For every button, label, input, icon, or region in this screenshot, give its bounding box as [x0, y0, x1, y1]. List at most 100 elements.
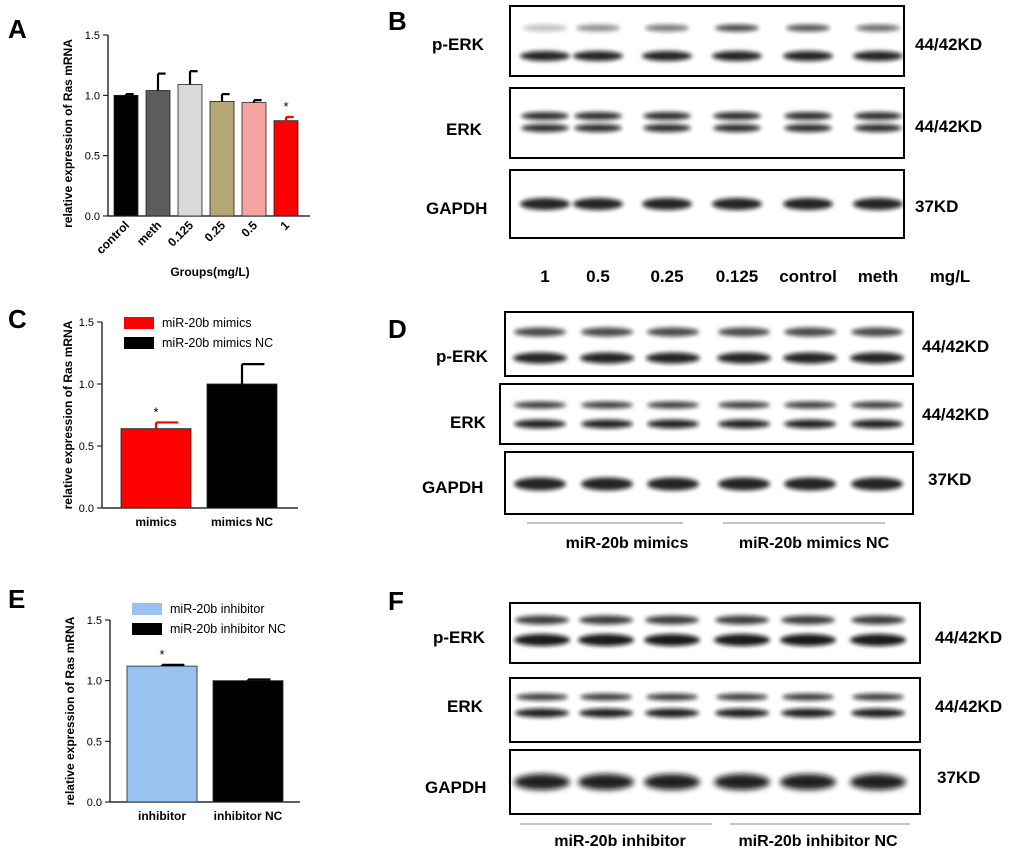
legend-label: miR-20b inhibitor	[170, 602, 264, 616]
y-tick-label: 0.0	[85, 211, 100, 223]
legend-label: miR-20b inhibitor NC	[170, 622, 286, 636]
bar-chart-e: 0.0 0.5 1.0 1.5 relative expression of Ras m…	[63, 602, 300, 823]
gapdh-band	[514, 774, 570, 790]
y-tick-label: 1.0	[79, 379, 94, 391]
y-axis-label: relative expression of Ras mRNA	[61, 39, 75, 228]
western-blot-d: p-ERK ERK GAPDH 44/42KD 44/42KD 37KD miR…	[422, 311, 989, 552]
blot-f-row-label-gapdh: GAPDH	[425, 778, 486, 797]
panel-label-e: E	[8, 584, 25, 614]
y-tick-label: 1.5	[87, 615, 102, 627]
bar	[177, 84, 203, 217]
blot-f-size-perk: 44/42KD	[935, 628, 1002, 647]
y-tick-label: 0.5	[87, 736, 102, 748]
gapdh-band	[581, 477, 633, 491]
perk-upper-band	[781, 615, 835, 625]
blot-d-membrane-erk	[499, 383, 914, 445]
erk-lower-band	[851, 419, 903, 429]
unit-label: mg/L	[930, 267, 971, 286]
blot-d-membrane-gapdh	[504, 451, 914, 515]
blot-d-size-perk: 44/42KD	[922, 337, 989, 356]
blot-b-membrane-perk	[509, 5, 905, 77]
perk-lower-band	[642, 51, 692, 61]
perk-lower-band	[514, 634, 570, 646]
perk-lower-band	[644, 634, 700, 646]
blot-d-row-label-perk: p-ERK	[436, 347, 489, 366]
bar	[206, 383, 278, 509]
lane-label: 0.125	[716, 267, 759, 286]
blot-f-group-inhibitor-nc: miR-20b inhibitor NC	[738, 833, 898, 850]
erk-upper-band	[718, 401, 770, 409]
legend-swatch	[132, 603, 162, 615]
y-tick-label: 0.0	[79, 503, 94, 515]
perk-lower-band	[850, 352, 904, 364]
perk-lower-band	[780, 634, 836, 646]
blot-b-row-label-gapdh: GAPDH	[426, 199, 487, 218]
panel-label-d: D	[388, 314, 407, 344]
lane-label: 0.25	[650, 267, 683, 286]
x-tick-label: mimics	[135, 515, 177, 529]
blot-f-size-gapdh: 37KD	[937, 768, 980, 787]
legend-swatch	[132, 623, 162, 635]
erk-upper-band	[713, 112, 761, 120]
bar	[273, 120, 299, 217]
perk-lower-band	[573, 51, 623, 61]
erk-upper-band	[646, 693, 698, 701]
perk-lower-band	[850, 634, 906, 646]
blot-b-row-label-perk: p-ERK	[432, 35, 485, 54]
legend-swatch	[124, 337, 154, 349]
erk-lower-band	[645, 708, 699, 718]
perk-upper-band	[856, 24, 900, 32]
blot-d-membrane-perk	[504, 311, 914, 377]
y-axis-label: relative expression of Ras mRNA	[61, 320, 75, 509]
erk-upper-band	[574, 112, 622, 120]
erk-lower-band	[718, 419, 770, 429]
erk-upper-band	[514, 401, 566, 409]
erk-upper-band	[647, 401, 699, 409]
x-tick-label: 0.125	[165, 218, 196, 249]
erk-upper-band	[581, 401, 633, 409]
bar	[120, 428, 192, 509]
erk-upper-band	[580, 693, 632, 701]
perk-lower-band	[783, 352, 837, 364]
erk-lower-band	[781, 708, 835, 718]
erk-lower-band	[784, 124, 832, 132]
perk-lower-band	[578, 634, 634, 646]
perk-lower-band	[520, 51, 570, 61]
blot-f-membrane-erk	[509, 677, 921, 743]
bar	[126, 665, 198, 803]
erk-upper-band	[784, 401, 836, 409]
perk-upper-band	[718, 327, 770, 337]
bar	[209, 100, 235, 217]
y-tick-label: 0.0	[87, 797, 102, 809]
gapdh-band	[644, 774, 700, 790]
blot-d-group-mimics: miR-20b mimics	[566, 535, 689, 552]
western-blot-b: p-ERK ERK GAPDH 44/42KD 44/42KD 37KD 1 0…	[426, 5, 982, 286]
perk-upper-band	[581, 327, 633, 337]
erk-lower-band	[854, 124, 902, 132]
bar	[145, 90, 171, 217]
erk-lower-band	[581, 419, 633, 429]
legend-label: miR-20b mimics NC	[162, 336, 273, 350]
blot-d-group-mimics-nc: miR-20b mimics NC	[739, 535, 890, 552]
lane-label: meth	[858, 267, 899, 286]
gapdh-band	[578, 774, 634, 790]
perk-lower-band	[717, 352, 771, 364]
panel-label-a: A	[8, 14, 27, 44]
significance-marker: *	[153, 404, 158, 419]
erk-lower-band	[784, 419, 836, 429]
blot-b-lane-labels: 1 0.5 0.25 0.125 control meth mg/L	[540, 267, 970, 286]
erk-lower-band	[515, 708, 569, 718]
x-tick-label: mimics NC	[211, 515, 273, 529]
bar	[113, 94, 139, 217]
perk-lower-band	[646, 352, 700, 364]
blot-b-bands	[520, 24, 903, 210]
blot-f-membrane-perk	[509, 602, 921, 664]
erk-upper-band	[521, 112, 569, 120]
gapdh-band	[520, 198, 570, 210]
gapdh-band	[714, 774, 770, 790]
gapdh-band	[783, 198, 833, 210]
perk-lower-band	[513, 352, 567, 364]
bar	[241, 102, 267, 217]
lane-label: control	[779, 267, 837, 286]
